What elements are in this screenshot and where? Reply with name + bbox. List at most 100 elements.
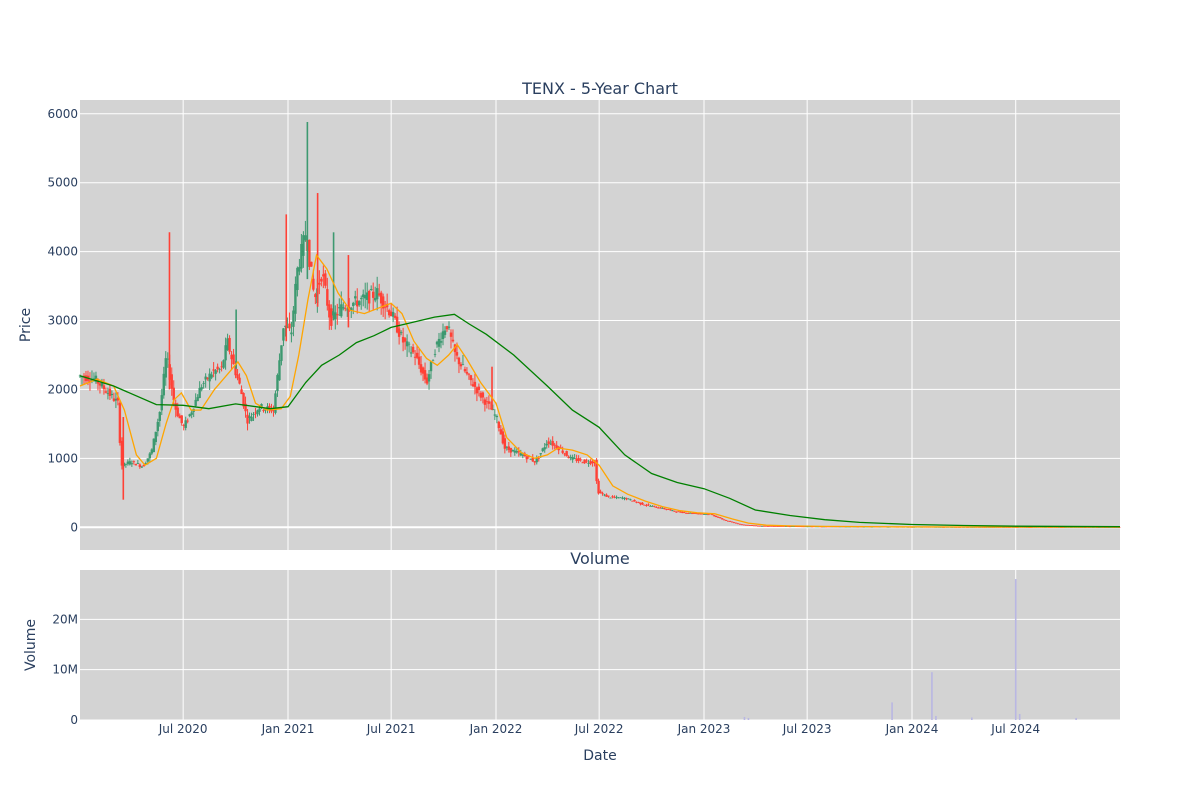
candle-body xyxy=(322,274,325,277)
candle-body xyxy=(385,303,389,308)
candle-body xyxy=(431,360,435,362)
candle-body xyxy=(403,338,407,342)
candle-body xyxy=(234,365,237,376)
candle-body xyxy=(619,497,622,499)
candle-body xyxy=(750,525,754,526)
volume-bars xyxy=(743,579,1077,720)
x-tick: Jan 2021 xyxy=(261,722,315,736)
candle-body xyxy=(778,526,782,527)
candle-body xyxy=(242,392,245,407)
candle-body xyxy=(820,526,824,528)
candle-body xyxy=(477,386,481,390)
candle-body xyxy=(611,496,614,498)
candle-body xyxy=(379,292,383,304)
candle-body xyxy=(330,308,333,326)
candle-body xyxy=(170,374,173,389)
candle-body xyxy=(334,312,337,320)
candle-body xyxy=(685,512,688,514)
candle-body xyxy=(553,444,556,446)
candle-body xyxy=(294,283,297,314)
candle-body xyxy=(220,366,223,368)
x-tick: Jan 2024 xyxy=(885,722,939,736)
candle-body xyxy=(551,440,554,446)
candle-body xyxy=(541,448,544,452)
candle-body xyxy=(740,524,744,526)
x-tick: Jan 2022 xyxy=(469,722,523,736)
candle-body xyxy=(701,513,704,515)
candle-body xyxy=(142,465,146,467)
candle-body xyxy=(240,389,243,395)
price-y-axis-label: Price xyxy=(18,308,34,342)
candle-body xyxy=(585,460,588,462)
candle-body xyxy=(106,393,110,395)
candle-body xyxy=(583,459,586,464)
candle-body xyxy=(766,526,770,527)
volume-bar xyxy=(747,717,750,720)
candle-body xyxy=(419,364,423,373)
candle-body xyxy=(729,521,732,522)
candle-body xyxy=(485,401,489,403)
candle-body xyxy=(98,383,102,386)
candle-body xyxy=(190,412,193,415)
candle-body xyxy=(439,341,443,343)
candle-body xyxy=(689,512,692,514)
candle-body xyxy=(318,282,321,285)
candle-body xyxy=(531,457,534,462)
candle-body xyxy=(371,291,375,298)
candle-body xyxy=(180,415,183,424)
candle-body xyxy=(314,294,317,298)
candle-body xyxy=(535,458,538,463)
candle-body xyxy=(725,520,728,521)
candle-body xyxy=(222,360,225,368)
candle-body xyxy=(703,514,706,515)
candle-body xyxy=(206,377,209,379)
candle-body xyxy=(758,525,762,527)
candle-body xyxy=(790,526,794,528)
candle-body xyxy=(350,308,353,311)
candle-body xyxy=(230,354,233,360)
candle-body xyxy=(505,447,509,448)
candle-body xyxy=(565,451,568,456)
candle-body xyxy=(425,377,429,384)
candle-body xyxy=(100,382,104,387)
candle-body xyxy=(216,366,219,370)
candle-body xyxy=(719,517,722,519)
candle-body xyxy=(84,375,88,382)
candle-body xyxy=(539,453,542,455)
candle-body xyxy=(152,438,155,453)
candle-body xyxy=(360,298,363,300)
candle-body xyxy=(547,441,550,444)
volume-y-tick: 0 xyxy=(70,713,78,727)
candle-body xyxy=(344,308,347,310)
candle-body xyxy=(613,497,616,498)
candle-body xyxy=(262,410,265,412)
candle-body xyxy=(224,345,227,361)
candle-body xyxy=(537,457,540,459)
candle-body xyxy=(116,397,120,401)
volume-bar xyxy=(935,715,937,720)
candle-body xyxy=(495,415,499,418)
candle-body xyxy=(788,526,792,528)
candle-body xyxy=(601,493,604,495)
candle-body xyxy=(573,457,576,459)
candle-body xyxy=(172,387,175,401)
price-y-tick-labels: 0 1000 2000 3000 4000 5000 6000 xyxy=(47,107,78,534)
candle-body xyxy=(784,526,788,527)
candle-body xyxy=(617,497,620,499)
candle-body xyxy=(607,495,610,497)
candle-body xyxy=(746,524,750,526)
candle-body xyxy=(391,312,395,317)
candle-body xyxy=(768,525,772,527)
candle-body xyxy=(176,407,179,417)
candle-body xyxy=(389,311,393,317)
candle-body xyxy=(579,459,582,461)
price-y-tick: 3000 xyxy=(47,314,78,328)
volume-y-tick: 10M xyxy=(52,663,78,677)
candle-body xyxy=(806,526,810,528)
candle-body xyxy=(733,522,736,524)
candle-body xyxy=(362,294,365,298)
candle-body xyxy=(395,316,399,333)
candle-body xyxy=(645,505,648,506)
candle-body xyxy=(679,511,682,513)
candle-body xyxy=(659,507,662,509)
